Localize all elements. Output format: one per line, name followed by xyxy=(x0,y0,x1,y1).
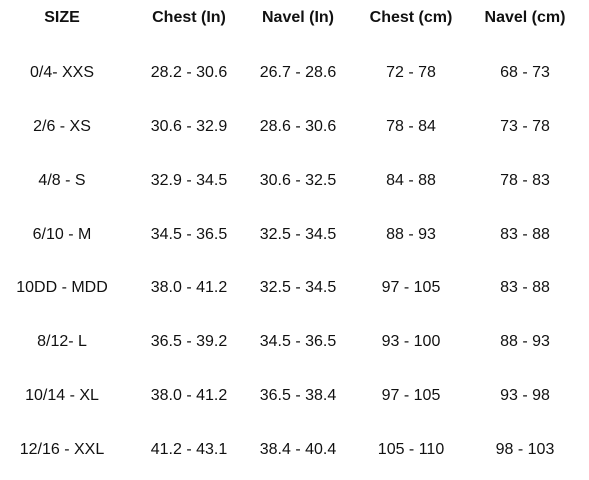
chest-in-cell: 32.9 - 34.5 xyxy=(150,172,228,189)
chest-in-cell: 38.0 - 41.2 xyxy=(150,387,228,404)
size-cell: 0/4- XXS xyxy=(29,64,95,81)
navel-in-cell: 32.5 - 34.5 xyxy=(259,279,337,296)
navel-cm-cell: 93 - 98 xyxy=(500,387,550,404)
size-cell: 2/6 - XS xyxy=(33,118,91,135)
chest-in-cell: 34.5 - 36.5 xyxy=(150,226,228,243)
table-row: 10/14 - XL 38.0 - 41.2 36.5 - 38.4 97 - … xyxy=(0,381,589,411)
table-header-row: SIZE Chest (In) Navel (In) Chest (cm) Na… xyxy=(0,3,589,33)
navel-cm-cell: 83 - 88 xyxy=(500,279,550,296)
chest-cm-cell: 88 - 93 xyxy=(386,226,436,243)
header-navel-in: Navel (In) xyxy=(261,9,335,26)
navel-cm-cell: 88 - 93 xyxy=(500,333,550,350)
chest-in-cell: 28.2 - 30.6 xyxy=(150,64,228,81)
navel-in-cell: 30.6 - 32.5 xyxy=(259,172,337,189)
navel-cm-cell: 68 - 73 xyxy=(500,64,550,81)
table-row: 12/16 - XXL 41.2 - 43.1 38.4 - 40.4 105 … xyxy=(0,435,589,465)
navel-in-cell: 32.5 - 34.5 xyxy=(259,226,337,243)
navel-in-cell: 26.7 - 28.6 xyxy=(259,64,337,81)
chest-cm-cell: 78 - 84 xyxy=(386,118,436,135)
table-row: 6/10 - M 34.5 - 36.5 32.5 - 34.5 88 - 93… xyxy=(0,220,589,250)
navel-in-cell: 34.5 - 36.5 xyxy=(259,333,337,350)
chest-in-cell: 41.2 - 43.1 xyxy=(150,441,228,458)
size-cell: 10DD - MDD xyxy=(16,279,108,296)
size-cell: 6/10 - M xyxy=(32,226,92,243)
chest-cm-cell: 72 - 78 xyxy=(386,64,436,81)
table-row: 0/4- XXS 28.2 - 30.6 26.7 - 28.6 72 - 78… xyxy=(0,58,589,88)
chest-in-cell: 38.0 - 41.2 xyxy=(150,279,228,296)
size-cell: 4/8 - S xyxy=(38,172,86,189)
table-row: 2/6 - XS 30.6 - 32.9 28.6 - 30.6 78 - 84… xyxy=(0,112,589,142)
chest-in-cell: 30.6 - 32.9 xyxy=(150,118,228,135)
chest-cm-cell: 84 - 88 xyxy=(386,172,436,189)
navel-cm-cell: 78 - 83 xyxy=(500,172,550,189)
table-row: 4/8 - S 32.9 - 34.5 30.6 - 32.5 84 - 88 … xyxy=(0,166,589,196)
chest-in-cell: 36.5 - 39.2 xyxy=(150,333,228,350)
table-row: 10DD - MDD 38.0 - 41.2 32.5 - 34.5 97 - … xyxy=(0,273,589,303)
chest-cm-cell: 97 - 105 xyxy=(381,387,441,404)
chest-cm-cell: 105 - 110 xyxy=(377,441,445,458)
header-chest-cm: Chest (cm) xyxy=(369,9,453,26)
navel-in-cell: 38.4 - 40.4 xyxy=(259,441,337,458)
size-cell: 12/16 - XXL xyxy=(19,441,105,458)
chest-cm-cell: 93 - 100 xyxy=(381,333,441,350)
header-navel-cm: Navel (cm) xyxy=(484,9,566,26)
header-size: SIZE xyxy=(44,9,80,26)
header-chest-in: Chest (In) xyxy=(152,9,226,26)
navel-in-cell: 36.5 - 38.4 xyxy=(259,387,337,404)
chest-cm-cell: 97 - 105 xyxy=(381,279,441,296)
navel-cm-cell: 73 - 78 xyxy=(500,118,550,135)
navel-cm-cell: 83 - 88 xyxy=(500,226,550,243)
size-cell: 10/14 - XL xyxy=(25,387,99,404)
table-row: 8/12- L 36.5 - 39.2 34.5 - 36.5 93 - 100… xyxy=(0,327,589,357)
size-cell: 8/12- L xyxy=(37,333,87,350)
navel-cm-cell: 98 - 103 xyxy=(495,441,555,458)
navel-in-cell: 28.6 - 30.6 xyxy=(259,118,337,135)
